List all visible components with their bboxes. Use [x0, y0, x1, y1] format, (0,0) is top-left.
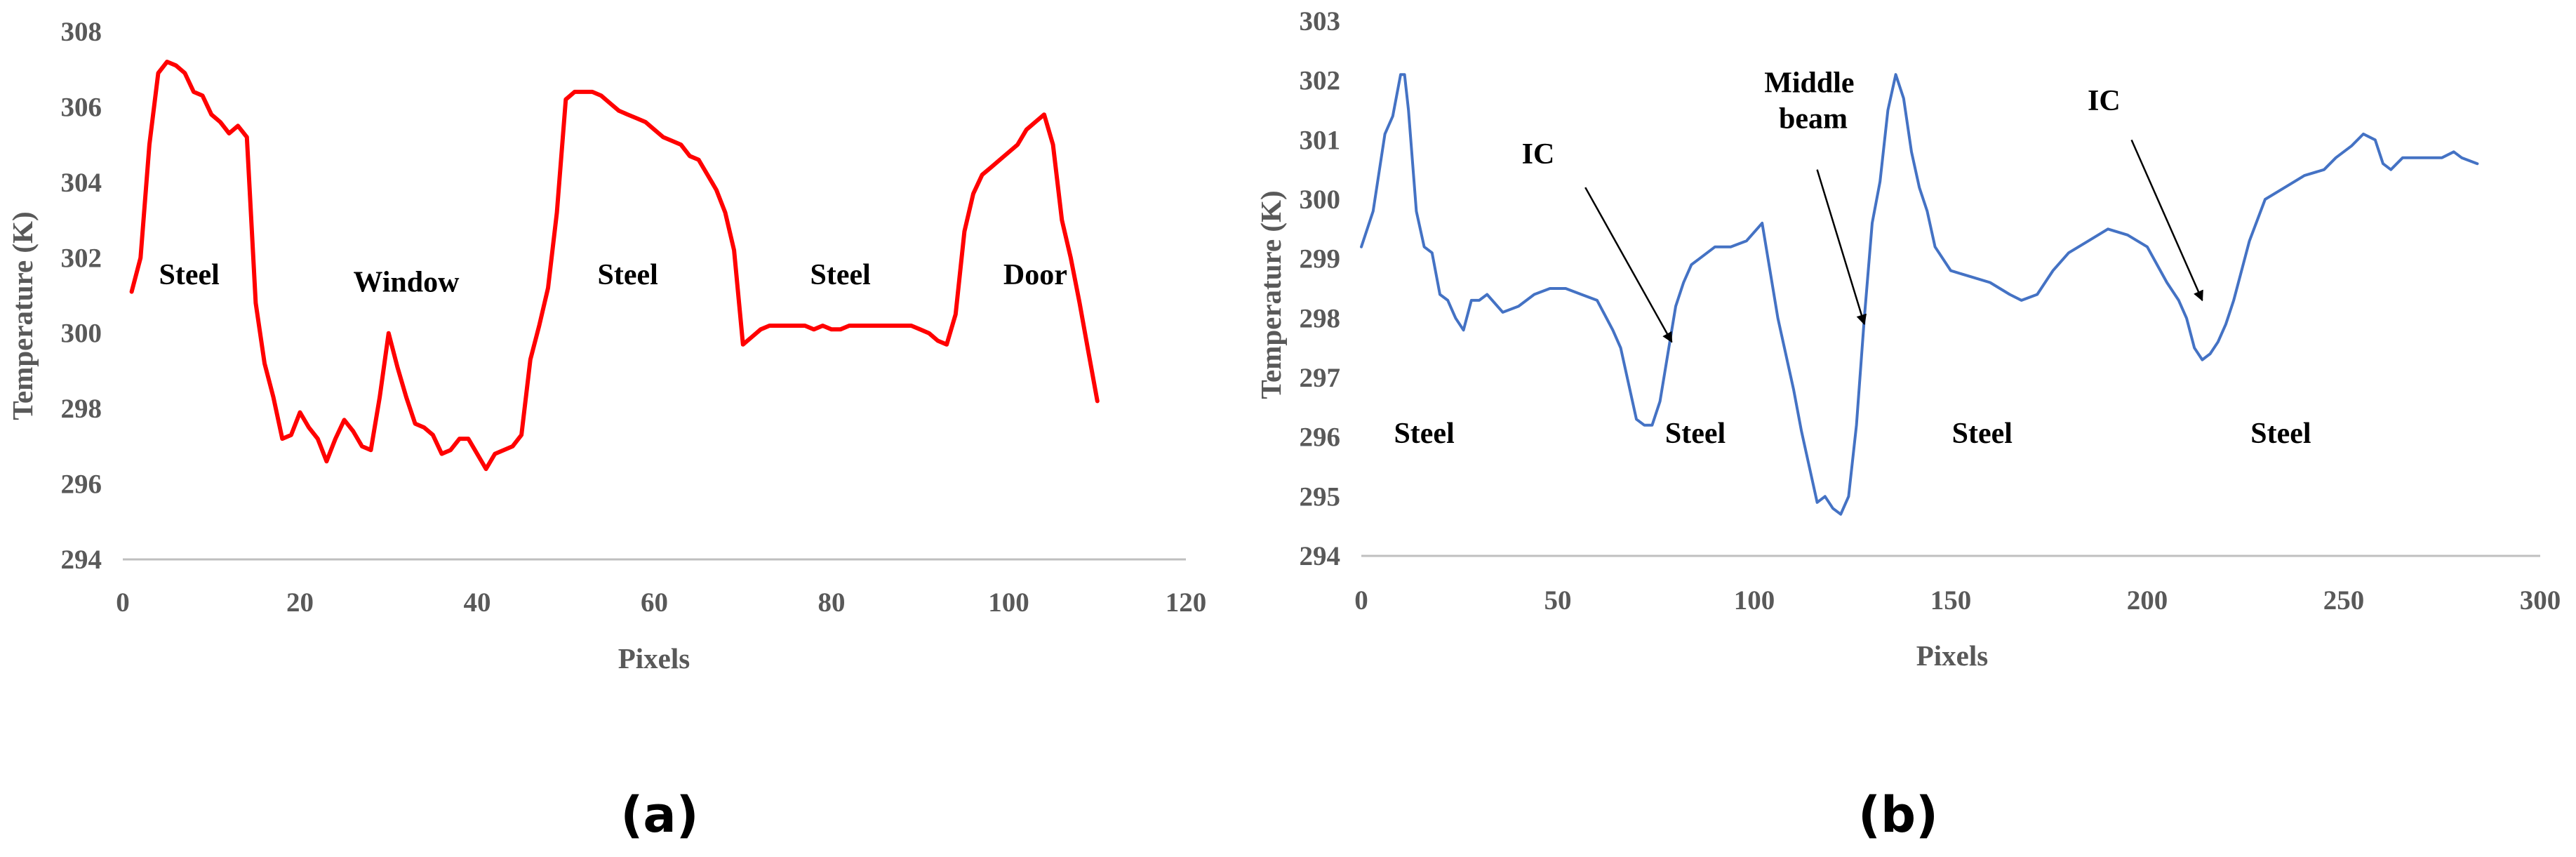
chart-a-ytick-label: 308 — [61, 17, 102, 47]
chart-a-marks: 294 296 298 300 302 304 306 308 0 20 40 60 80 100 120 S… — [61, 17, 1207, 618]
chart-b-marks: 294 295 296 297 298 299 300 301 302 303 0 50 100 150 2… — [1300, 6, 2561, 616]
chart-panel-b: 294 295 296 297 298 299 300 301 302 303 0 50 100 150 2… — [1255, 6, 2561, 844]
chart-b-ytick-label: 298 — [1300, 303, 1341, 333]
chart-b-annotation-arrow — [1584, 187, 1673, 343]
chart-a-ytick-label: 300 — [61, 319, 102, 349]
chart-a-xtick-label: 120 — [1166, 587, 1207, 618]
chart-b-annotation-arrow — [2130, 139, 2203, 302]
chart-b-xtick-label: 50 — [1544, 585, 1572, 616]
chart-a-xlabel: Pixels — [618, 642, 690, 675]
chart-b-ylabel: Temperature (K) — [1255, 190, 1287, 399]
chart-b-ytick-label: 294 — [1300, 541, 1341, 571]
chart-a-annotation: Steel — [810, 259, 870, 291]
chart-b-series-line — [1360, 73, 2479, 516]
chart-a-ytick-label: 296 — [61, 470, 102, 500]
chart-b-ytick-label: 302 — [1300, 66, 1341, 96]
chart-a-ytick-label: 306 — [61, 92, 102, 122]
chart-b-annotation: Middle — [1764, 67, 1854, 100]
chart-b-caption: (b) — [1858, 786, 1938, 844]
chart-b-xtick-label: 300 — [2520, 585, 2561, 616]
chart-b-annotation: Steel — [1952, 418, 2013, 450]
chart-b-xlabel: Pixels — [1916, 639, 1988, 672]
chart-a-ytick-label: 298 — [61, 394, 102, 424]
chart-a-caption: (a) — [620, 786, 698, 844]
chart-b-annotation: Steel — [1665, 418, 1726, 450]
chart-a-xtick-label: 100 — [988, 587, 1029, 618]
chart-a-ytick-label: 304 — [61, 168, 102, 198]
chart-b-ytick-label: 303 — [1300, 6, 1341, 36]
chart-a-xtick-label: 0 — [116, 587, 130, 618]
chart-b-annotation: Steel — [2250, 418, 2311, 450]
chart-b-annotation: beam — [1779, 102, 1848, 135]
chart-a-ytick-label: 302 — [61, 243, 102, 273]
chart-a-xtick-label: 40 — [464, 587, 491, 618]
chart-b-annotation: IC — [1522, 138, 1555, 171]
chart-b-ytick-label: 295 — [1300, 481, 1341, 512]
chart-b-annotation: IC — [2088, 85, 2121, 117]
chart-b-ytick-label: 297 — [1300, 363, 1341, 393]
chart-b-ytick-label: 299 — [1300, 244, 1341, 274]
chart-b-xtick-label: 150 — [1930, 585, 1972, 616]
chart-a-ytick-label: 294 — [61, 545, 102, 575]
chart-b-annotation: Steel — [1394, 418, 1454, 450]
chart-b-xtick-label: 100 — [1734, 585, 1775, 616]
chart-b-xtick-label: 250 — [2323, 585, 2365, 616]
chart-a-annotation: Window — [354, 267, 460, 299]
chart-b-ytick-label: 296 — [1300, 423, 1341, 453]
chart-b-annotation-arrow — [1816, 169, 1867, 326]
chart-a-xtick-label: 80 — [818, 587, 846, 618]
chart-b-xtick-label: 0 — [1354, 585, 1368, 616]
chart-a-ylabel: Temperature (K) — [6, 211, 39, 420]
chart-panel-a: 294 296 298 300 302 304 306 308 0 20 40 60 80 100 120 S… — [6, 17, 1206, 844]
chart-a-xtick-label: 60 — [641, 587, 668, 618]
chart-a-annotation: Steel — [159, 259, 220, 291]
chart-a-series-line — [129, 60, 1100, 472]
chart-a-annotation: Door — [1003, 259, 1067, 291]
chart-a-xtick-label: 20 — [286, 587, 314, 618]
chart-b-ytick-label: 301 — [1300, 125, 1341, 155]
chart-b-ytick-label: 300 — [1300, 185, 1341, 215]
chart-a-annotation: Steel — [597, 259, 658, 291]
chart-b-xtick-label: 200 — [2127, 585, 2168, 616]
